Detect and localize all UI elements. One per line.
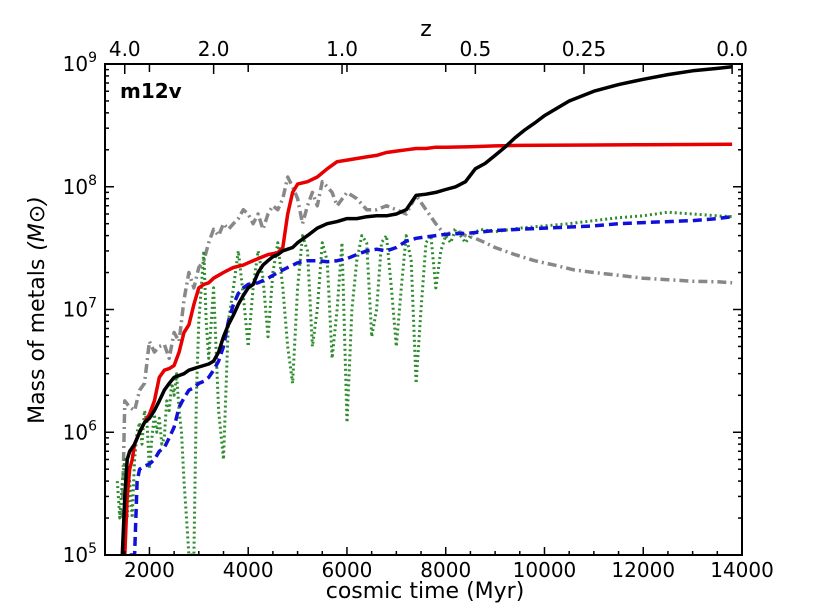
plot-frame (104, 63, 743, 556)
y-tick-label-base: 10 (63, 420, 88, 444)
x-tick-label: 12000 (611, 558, 675, 582)
x-tick-label: 4000 (223, 558, 274, 582)
series-gray-dash-dot (120, 175, 733, 519)
series-red-solid (123, 142, 733, 555)
series-layer (115, 64, 733, 555)
z-tick-label: 2.0 (198, 37, 230, 61)
y-tick-label: 107 (63, 296, 97, 322)
y-axis-label: Mass of metals (M⊙) (25, 196, 50, 424)
x-tick-label: 8000 (420, 558, 471, 582)
x-tick-label: 10000 (513, 558, 577, 582)
y-tick-label-exp: 5 (88, 541, 97, 557)
y-tick-label-exp: 6 (88, 418, 97, 434)
y-tick-label-exp: 9 (88, 50, 97, 66)
y-tick-label-base: 10 (63, 52, 88, 76)
x-tick-label: 6000 (322, 558, 373, 582)
y-tick-label: 109 (63, 50, 97, 76)
y-tick-label-exp: 8 (88, 173, 97, 189)
top-axis-label: z (420, 17, 432, 42)
y-axis-label-text: Mass of metals (25, 259, 50, 424)
z-tick-label: 4.0 (109, 37, 141, 61)
x-tick-label: 14000 (710, 558, 774, 582)
y-tick-label-base: 10 (63, 543, 88, 567)
series-blue-dashed (129, 214, 733, 555)
y-axis-label-unit: (M⊙) (25, 196, 50, 251)
panel-label: m12v (120, 79, 182, 103)
y-tick-label: 106 (63, 418, 97, 444)
series-black-solid (120, 64, 733, 555)
series-green-dotted (115, 210, 733, 555)
z-tick-label: 0.5 (459, 37, 491, 61)
x-axis-label: cosmic time (Myr) (326, 579, 525, 604)
x-tick-label: 2000 (124, 558, 175, 582)
y-tick-label: 105 (63, 541, 97, 567)
y-tick-label-exp: 7 (88, 296, 97, 312)
y-tick-label: 108 (63, 173, 97, 199)
tick-layer: 2000 4000 6000 8000 10000 12000 14000 4.0 2.0 1.0… (63, 37, 774, 582)
z-tick-label: 1.0 (326, 37, 358, 61)
y-tick-label-base: 10 (63, 298, 88, 322)
y-tick-label-base: 10 (63, 175, 88, 199)
z-tick-label: 0.0 (716, 37, 748, 61)
z-tick-label: 0.25 (562, 37, 607, 61)
